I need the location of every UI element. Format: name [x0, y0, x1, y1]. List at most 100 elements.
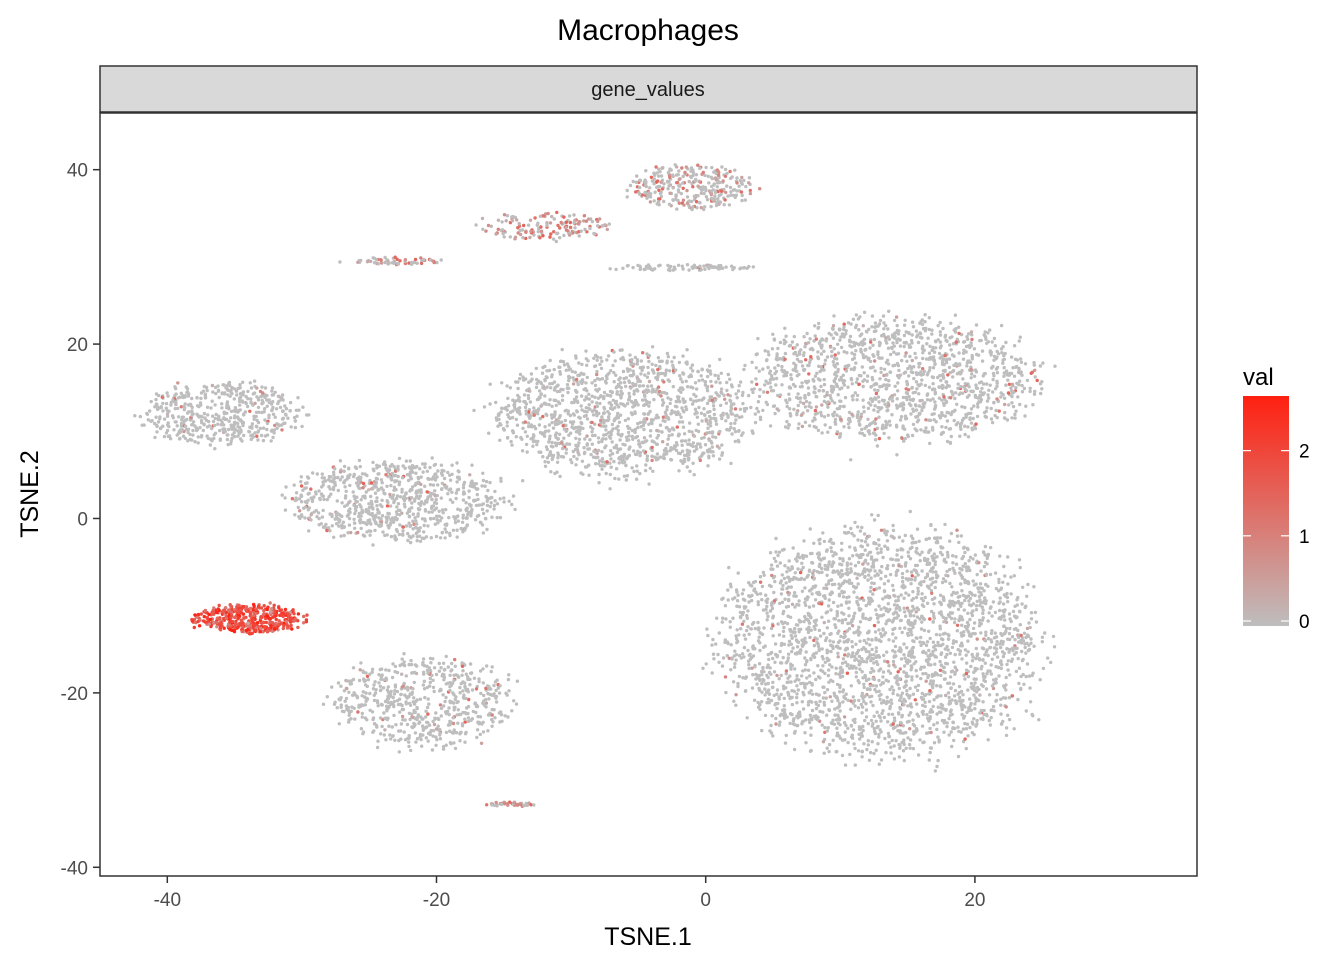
scatter-point — [956, 692, 960, 696]
scatter-point — [944, 708, 948, 712]
scatter-point — [753, 626, 757, 631]
scatter-point — [859, 702, 863, 707]
scatter-point — [857, 373, 862, 378]
scatter-point — [938, 684, 942, 688]
scatter-point — [800, 553, 805, 558]
scatter-point — [1028, 686, 1032, 690]
scatter-point — [941, 615, 945, 620]
scatter-point — [618, 376, 622, 380]
scatter-point — [1032, 585, 1036, 589]
scatter-point — [550, 440, 554, 445]
scatter-point — [688, 469, 692, 473]
scatter-point — [761, 408, 765, 413]
scatter-point — [541, 455, 545, 459]
scatter-point — [573, 388, 578, 393]
scatter-point — [800, 589, 805, 593]
scatter-point — [997, 580, 1001, 585]
scatter-point — [959, 573, 963, 577]
scatter-point — [973, 632, 977, 636]
scatter-point — [806, 668, 811, 672]
scatter-point — [842, 325, 846, 329]
scatter-point — [1024, 651, 1028, 655]
scatter-point — [571, 382, 576, 386]
scatter-point — [561, 455, 566, 459]
scatter-point — [1013, 644, 1017, 648]
scatter-point — [893, 719, 897, 723]
scatter-point — [847, 606, 851, 610]
scatter-point — [810, 700, 814, 704]
scatter-point — [844, 329, 848, 333]
scatter-point — [616, 411, 620, 416]
scatter-point — [648, 434, 653, 438]
scatter-point — [570, 369, 574, 374]
scatter-point — [951, 561, 955, 565]
scatter-point — [842, 322, 846, 326]
scatter-point — [798, 570, 803, 575]
scatter-point — [796, 552, 800, 556]
scatter-point — [820, 654, 824, 659]
scatter-point — [680, 449, 685, 453]
scatter-point — [826, 405, 830, 409]
scatter-point — [933, 769, 937, 773]
scatter-point — [671, 363, 675, 368]
scatter-point — [986, 554, 990, 558]
scatter-point — [879, 607, 883, 611]
scatter-point — [884, 608, 888, 613]
scatter-point — [886, 720, 890, 724]
scatter-point — [577, 453, 581, 457]
scatter-point — [622, 460, 627, 464]
scatter-point — [803, 686, 807, 690]
scatter-point — [734, 634, 738, 638]
scatter-point — [632, 389, 636, 393]
scatter-point — [927, 351, 932, 355]
scatter-point — [874, 684, 879, 688]
scatter-point — [992, 336, 997, 341]
scatter-point — [803, 405, 808, 409]
scatter-point — [949, 686, 953, 691]
scatter-point — [646, 412, 650, 416]
scatter-point — [781, 655, 785, 660]
scatter-point — [579, 394, 584, 398]
scatter-point — [983, 335, 988, 339]
scatter-point — [822, 700, 826, 705]
scatter-point — [871, 703, 875, 708]
scatter-point — [828, 425, 832, 430]
scatter-point — [768, 666, 772, 670]
scatter-point — [832, 691, 836, 695]
scatter-point — [1005, 662, 1009, 667]
scatter-point — [887, 664, 891, 668]
scatter-point — [963, 424, 967, 428]
scatter-point — [1001, 580, 1005, 584]
scatter-point — [876, 616, 880, 620]
scatter-point — [974, 699, 978, 703]
scatter-point — [646, 371, 651, 375]
scatter-point — [883, 595, 888, 599]
scatter-point — [925, 393, 929, 397]
scatter-point — [624, 478, 628, 482]
scatter-point — [793, 368, 797, 372]
facet-strip-label: gene_values — [591, 79, 704, 101]
scatter-point — [973, 702, 977, 706]
scatter-point — [1023, 642, 1027, 646]
scatter-point — [717, 457, 722, 461]
scatter-point — [728, 399, 733, 403]
scatter-point — [974, 656, 978, 661]
scatter-point — [903, 436, 907, 441]
scatter-point — [830, 644, 835, 649]
scatter-point — [894, 606, 898, 611]
scatter-point — [580, 421, 584, 426]
scatter-point — [872, 588, 876, 592]
scatter-point — [957, 331, 961, 336]
scatter-point — [594, 462, 598, 466]
scatter-point — [937, 396, 942, 400]
scatter-point — [1019, 633, 1023, 638]
scatter-point — [877, 714, 881, 718]
scatter-point — [926, 717, 931, 722]
scatter-point — [689, 443, 693, 447]
scatter-point — [925, 601, 930, 605]
scatter-point — [888, 687, 892, 692]
scatter-point — [951, 726, 955, 730]
scatter-point — [835, 726, 839, 730]
scatter-point — [719, 413, 723, 418]
scatter-point — [933, 671, 938, 675]
